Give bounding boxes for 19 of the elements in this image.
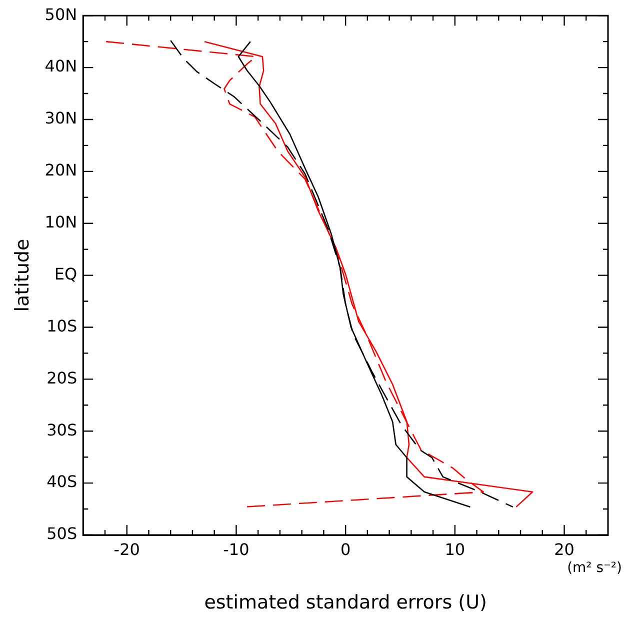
text: (m² s⁻²)	[567, 560, 622, 576]
x-axis-title: estimated standard errors (U)	[204, 592, 487, 614]
y-tick-label: 40N	[44, 56, 78, 76]
y-tick-label: 40S	[46, 472, 78, 492]
y-tick-label: 20N	[44, 160, 78, 180]
y-tick-label: 50N	[44, 4, 78, 24]
x-tick-label: 20	[554, 540, 574, 559]
y-tick-label: 30N	[44, 108, 78, 128]
y-tick-label: EQ	[54, 264, 78, 284]
x-tick-label: 0	[340, 540, 351, 559]
x-tick-label: 10	[444, 540, 466, 559]
y-tick-label: 20S	[46, 368, 78, 388]
x-tick-label: -10	[223, 540, 250, 559]
y-tick-label: 10S	[46, 316, 78, 336]
y-tick-label: 30S	[46, 420, 78, 440]
y-tick-label: 50S	[46, 524, 78, 544]
x-tick-label: -20	[114, 540, 140, 559]
y-tick-label: 10N	[44, 212, 78, 232]
y-axis-title: latitude	[11, 238, 34, 312]
